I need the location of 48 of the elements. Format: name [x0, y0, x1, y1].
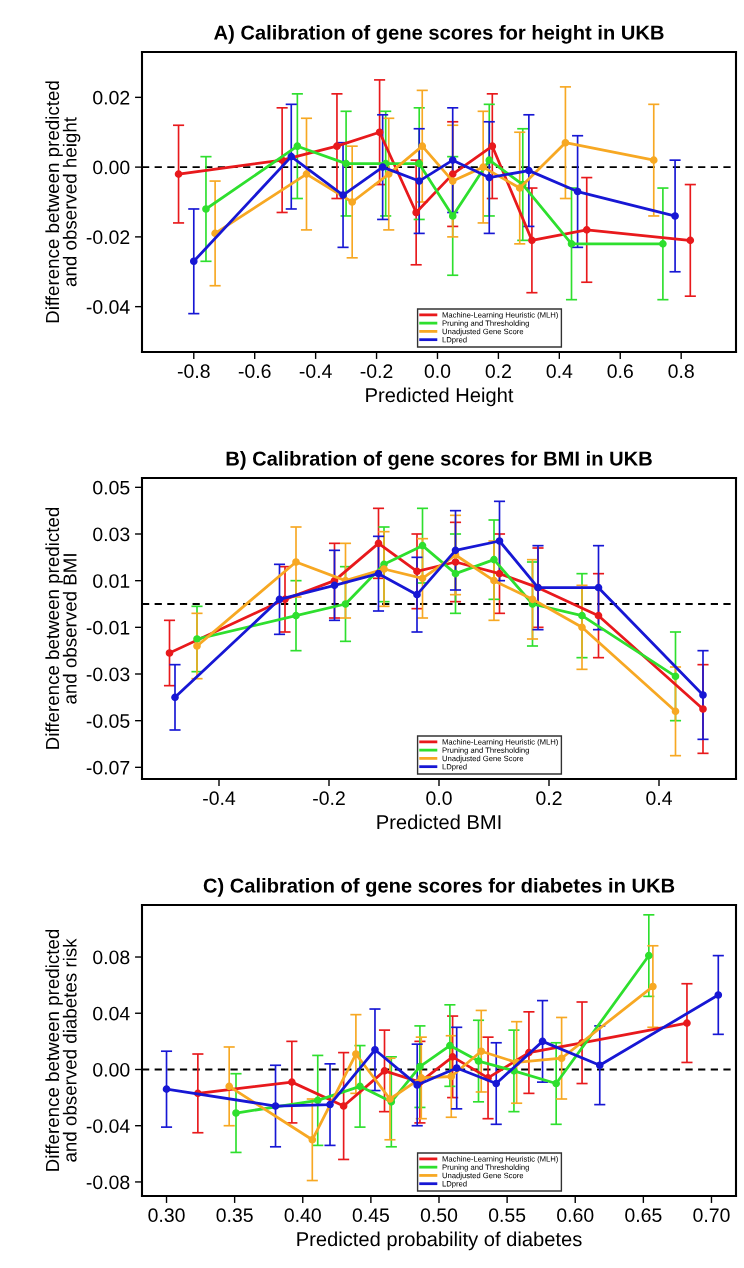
chart-title: B) Calibration of gene scores for BMI in UKB [226, 450, 652, 470]
y-tick-label: -0.05 [86, 714, 130, 728]
x-tick-label: -0.6 [238, 364, 271, 379]
y-tick-label: -0.04 [86, 1119, 130, 1133]
y-tick-label: -0.08 [86, 1175, 130, 1190]
y-tick-label: 0.05 [93, 480, 130, 495]
x-tick-label: -0.8 [177, 364, 210, 379]
x-tick-label: 0.2 [485, 364, 511, 379]
x-tick-label: 0.50 [420, 1208, 458, 1223]
chart-title: C) Calibration of gene scores for diabetes in UKB [203, 877, 675, 897]
x-tick-label: -0.2 [313, 791, 345, 806]
x-tick-label: -0.4 [203, 791, 236, 806]
y-tick-label: 0.01 [93, 574, 130, 588]
x-axis-title: Predicted BMI [377, 814, 501, 830]
y-tick-label: 0.08 [93, 950, 130, 965]
x-tick-label: 0.40 [284, 1208, 321, 1223]
y-tick-label: 0.04 [93, 1006, 130, 1021]
x-axis-title: Predicted Height [366, 387, 514, 407]
x-tick-label: 0.6 [607, 364, 633, 379]
x-tick-label: 0.65 [625, 1208, 662, 1223]
x-tick-label: 0.2 [536, 791, 562, 806]
y-axis-title: Difference between predicted and observed diabetes risk [45, 929, 77, 1171]
y-tick-label: -0.04 [86, 300, 130, 314]
y-axis-title: Difference between predicted and observed BMI [45, 507, 77, 749]
x-tick-label: 0.70 [693, 1208, 730, 1223]
x-tick-label: -0.4 [299, 364, 332, 379]
x-tick-label: 0.0 [426, 791, 452, 806]
y-tick-label: 0.02 [93, 90, 130, 105]
chart-title: A) Calibration of gene scores for height in UKB [214, 24, 664, 44]
x-tick-label: 0.45 [352, 1208, 389, 1223]
x-tick-label: 0.30 [148, 1208, 185, 1223]
x-tick-label: 0.35 [216, 1208, 253, 1223]
y-tick-label: -0.07 [86, 760, 130, 775]
x-axis-title: Predicted probability of diabetes [297, 1231, 582, 1251]
y-tick-label: -0.02 [86, 230, 130, 245]
y-tick-label: -0.03 [86, 667, 130, 682]
x-tick-label: -0.2 [360, 364, 393, 379]
y-tick-label: 0.00 [93, 1062, 130, 1077]
y-tick-label: 0.03 [93, 527, 130, 542]
x-tick-label: 0.4 [646, 791, 672, 806]
x-tick-label: 0.4 [546, 364, 573, 379]
x-tick-label: 0.60 [557, 1208, 594, 1223]
y-axis-title: Difference between predicted and observed height [45, 81, 81, 323]
x-tick-label: 0.0 [424, 364, 451, 379]
y-tick-label: 0.00 [93, 160, 130, 175]
x-tick-label: 0.55 [488, 1208, 526, 1223]
x-tick-label: 0.8 [668, 364, 694, 379]
y-tick-label: -0.01 [86, 620, 130, 635]
